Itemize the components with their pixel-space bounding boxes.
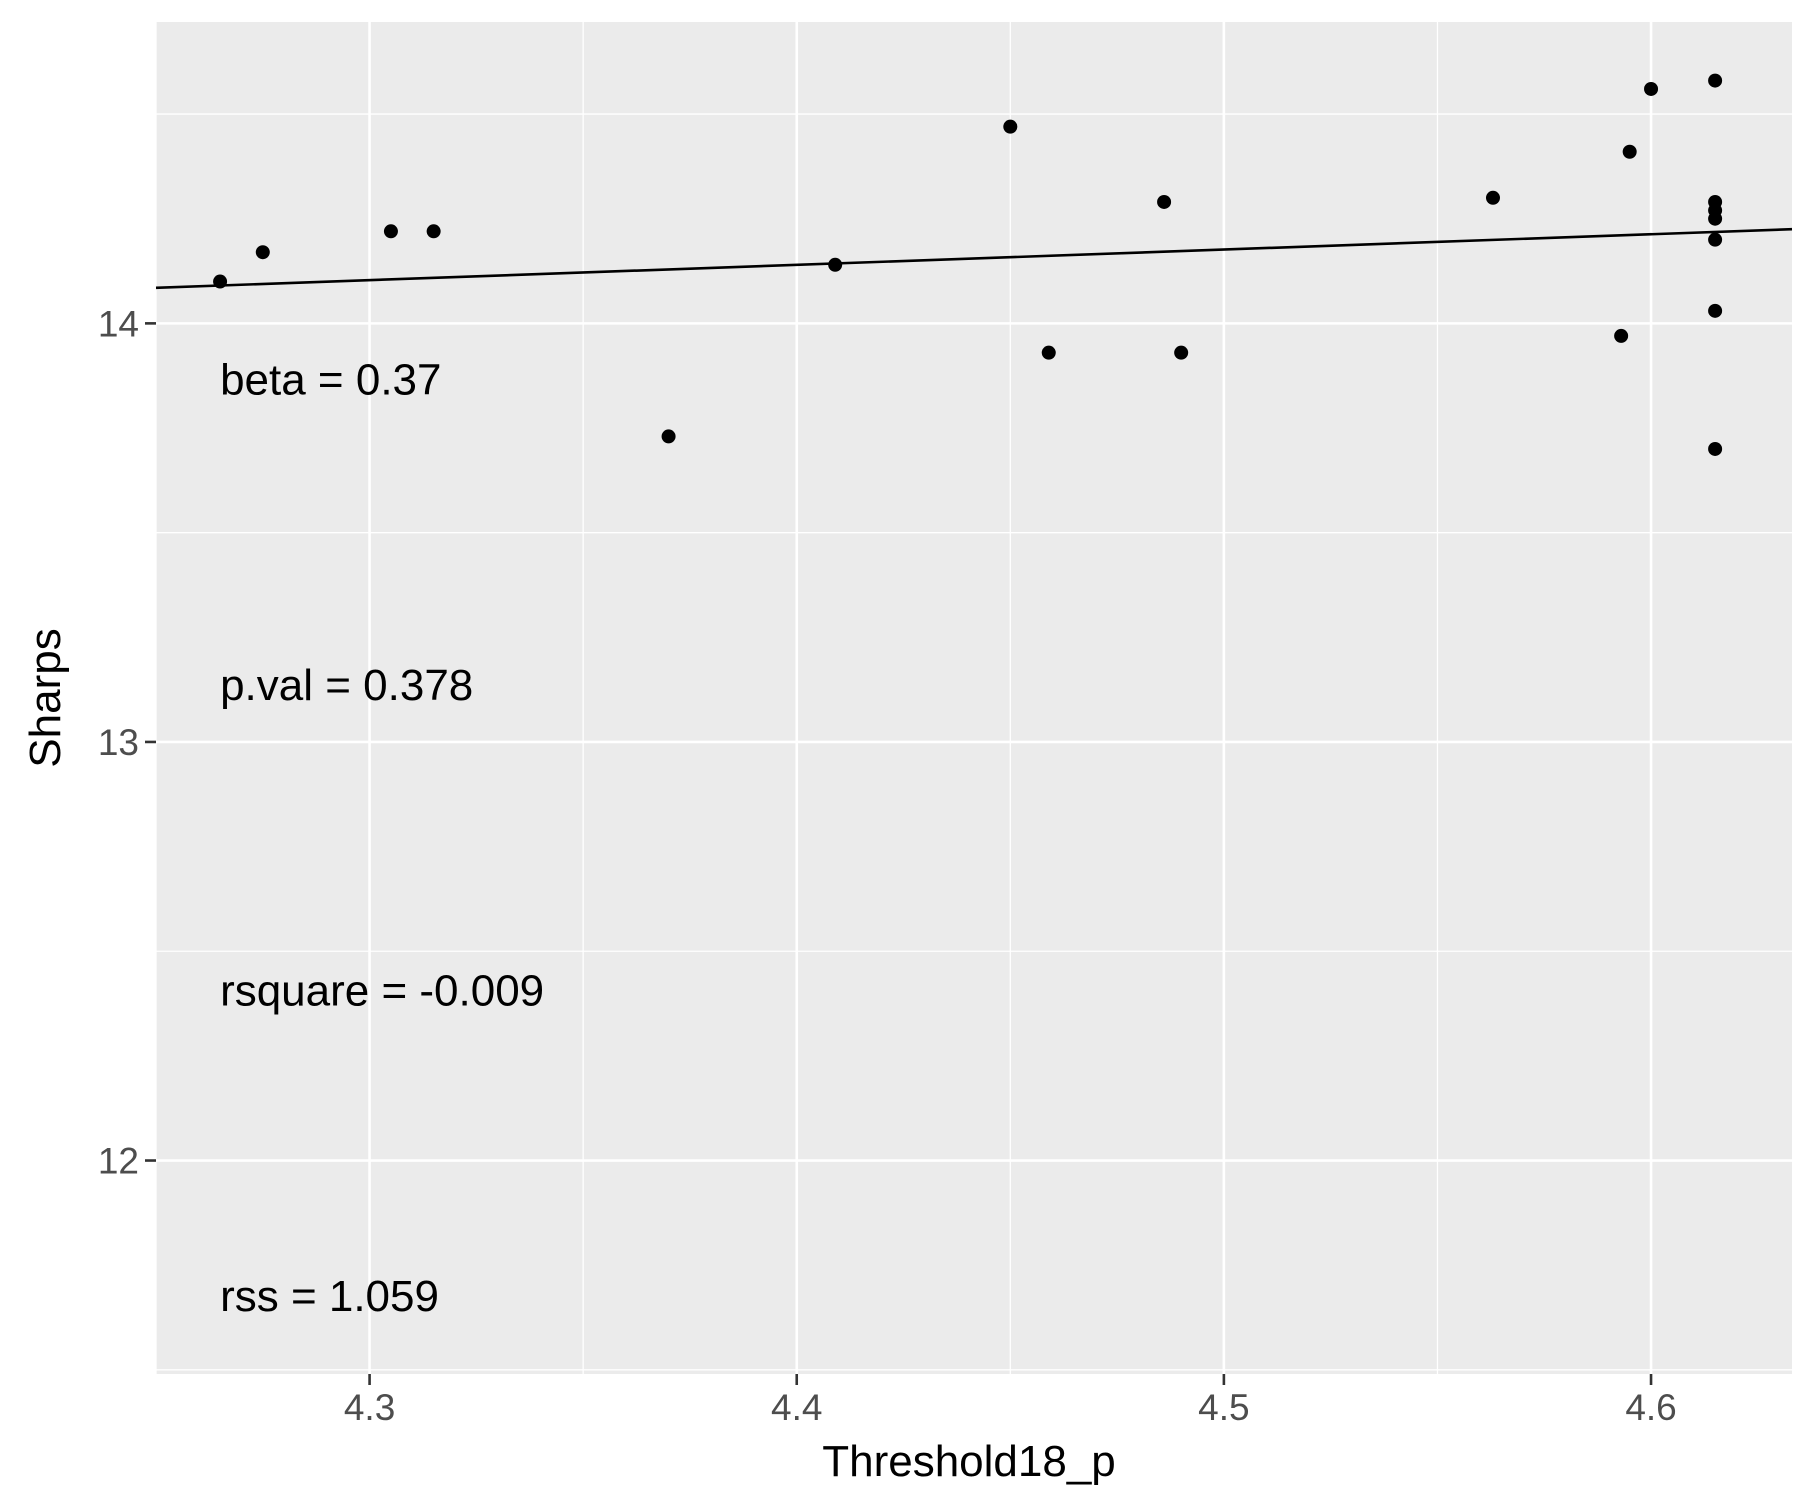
x-tick-label: 4.4 (771, 1387, 822, 1428)
y-tick-label: 12 (98, 1141, 139, 1182)
y-axis-title: Sharps (21, 628, 70, 767)
data-point (1041, 345, 1056, 360)
regression-line (155, 227, 1793, 290)
data-point (1708, 73, 1723, 88)
x-tick-label: 4.5 (1198, 1387, 1249, 1428)
major-gridlines (156, 22, 1792, 1374)
stat-annotation: beta = 0.37 (220, 356, 441, 405)
data-point (1644, 81, 1659, 96)
data-point (255, 245, 270, 260)
x-tick-label: 4.3 (344, 1387, 395, 1428)
data-point (1708, 441, 1723, 456)
annotations-layer: beta = 0.37 p.val = 0.378 rsquare = -0.009… (220, 356, 544, 1322)
stat-annotation: p.val = 0.378 (220, 661, 473, 710)
y-tick-label: 14 (98, 303, 139, 344)
data-point (1174, 345, 1189, 360)
data-point (828, 257, 843, 272)
minor-gridlines (155, 22, 1792, 1374)
data-point (1003, 119, 1018, 134)
stat-annotation: rsquare = -0.009 (220, 967, 544, 1016)
y-axis: 12 13 14 (98, 303, 156, 1182)
data-point (1708, 232, 1723, 247)
x-axis: 4.3 4.4 4.5 4.6 (344, 1374, 1677, 1428)
plot-panel (156, 22, 1792, 1374)
x-tick-label: 4.6 (1625, 1387, 1676, 1428)
stat-annotation: rss = 1.059 (220, 1272, 439, 1321)
points-layer (213, 73, 1723, 456)
data-point (1708, 211, 1723, 226)
data-point (1485, 190, 1500, 205)
y-tick-label: 13 (98, 722, 139, 763)
data-point (383, 224, 398, 239)
data-point (213, 274, 228, 289)
data-point (1708, 303, 1723, 318)
data-point (1157, 194, 1172, 209)
data-point (661, 429, 676, 444)
data-point (1622, 144, 1637, 159)
fit-line-layer (155, 227, 1793, 290)
data-point (426, 224, 441, 239)
x-axis-title: Threshold18_p (822, 1437, 1116, 1486)
data-point (1614, 328, 1629, 343)
